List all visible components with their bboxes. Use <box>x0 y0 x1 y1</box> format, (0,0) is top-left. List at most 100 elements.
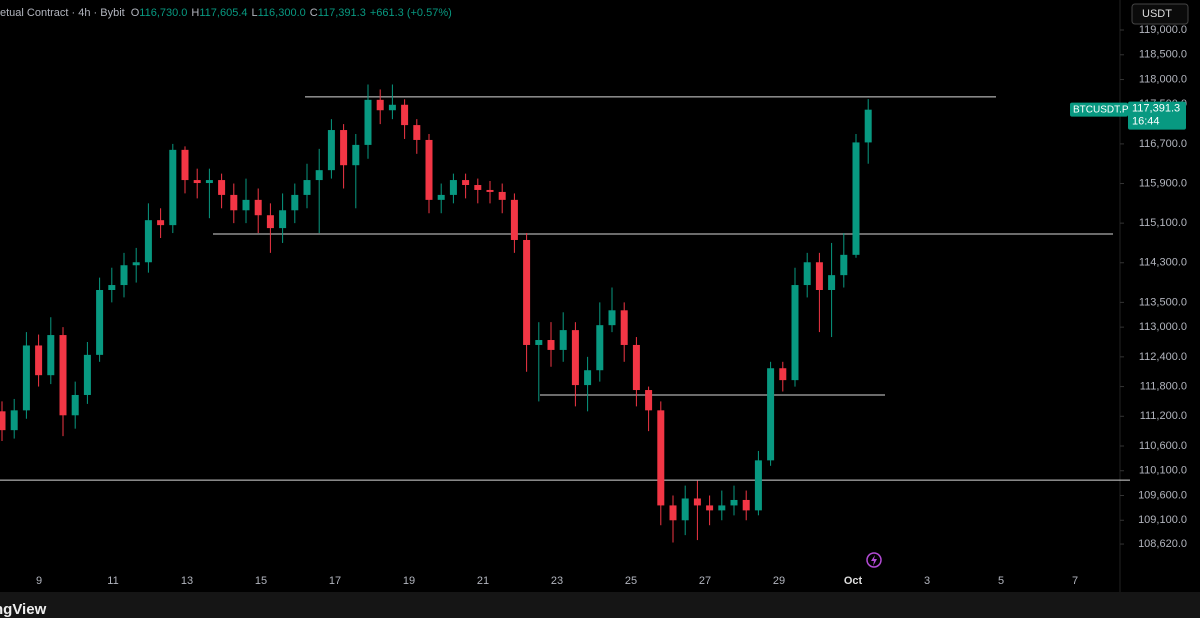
candle-body <box>486 189 494 192</box>
x-tick-label: 11 <box>107 575 118 587</box>
candle-body <box>608 310 616 326</box>
candle-body <box>462 180 470 186</box>
candle-body <box>71 394 79 416</box>
x-tick-label: 5 <box>998 575 1004 587</box>
ohlc-key: H <box>191 7 199 19</box>
candle-body <box>767 368 775 461</box>
x-tick-label: 7 <box>1072 575 1078 587</box>
y-tick-label: 116,700.0 <box>1139 138 1187 150</box>
x-tick-label: 25 <box>625 575 637 587</box>
candle-body <box>303 180 311 195</box>
candle-body <box>169 149 177 226</box>
ohlc-value: 116,730.0 <box>139 7 187 19</box>
x-tick-label: 9 <box>36 575 42 587</box>
x-tick-label: 19 <box>403 575 415 587</box>
candle-body <box>498 191 506 200</box>
candle-body <box>181 149 189 181</box>
symbol-tag-label: BTCUSDT.P <box>1073 104 1129 115</box>
candle-body <box>803 262 811 286</box>
candle-body <box>401 104 409 126</box>
candle-body <box>59 335 67 416</box>
candle-body <box>83 354 91 395</box>
event-icon-bolt <box>871 555 877 566</box>
currency-button[interactable] <box>1131 3 1189 25</box>
candle-body <box>315 170 323 181</box>
candle-body <box>840 254 848 276</box>
candle-body <box>425 139 433 200</box>
brand: ngView <box>0 601 47 618</box>
y-tick-label: 119,000.0 <box>1139 24 1187 36</box>
y-tick-label: 108,620.0 <box>1138 538 1187 550</box>
x-tick-label: 27 <box>699 575 711 587</box>
candle-body <box>35 345 43 376</box>
ohlc-key: O <box>131 7 140 19</box>
y-tick-label: 109,600.0 <box>1138 489 1187 501</box>
candle-body <box>510 199 518 240</box>
candle-body <box>254 199 262 216</box>
candle-body <box>364 99 372 145</box>
candle-body <box>279 210 287 229</box>
candle-body <box>413 125 421 140</box>
candle-body <box>523 239 531 345</box>
candle-body <box>340 130 348 166</box>
symbol-name: etual Contract · 4h · Bybit <box>0 7 125 19</box>
y-tick-label: 118,000.0 <box>1139 73 1187 85</box>
currency-label[interactable]: USDT <box>1142 8 1172 20</box>
y-tick-label: 115,900.0 <box>1139 177 1187 189</box>
y-tick-label: 118,500.0 <box>1139 49 1187 61</box>
ohlc-value: 116,300.0 <box>258 7 306 19</box>
candle-body <box>547 340 555 350</box>
candle-body <box>791 285 799 381</box>
footer-bar <box>0 592 1200 618</box>
candle-body <box>730 499 738 506</box>
header: etual Contract · 4h · Bybit O116,730.0 H 11… <box>0 7 452 19</box>
candle-body <box>0 411 6 431</box>
y-tick-label: 111,200.0 <box>1140 410 1187 422</box>
x-tick-label: 23 <box>551 575 563 587</box>
candle-body <box>266 215 274 229</box>
candle-body <box>157 220 165 226</box>
candle-body <box>144 220 152 263</box>
candle-body <box>10 410 18 431</box>
candle-body <box>388 104 396 111</box>
x-tick-label: Oct <box>844 575 863 587</box>
x-tick-label: 15 <box>255 575 267 587</box>
change: +661.3 (+0.57%) <box>370 7 452 19</box>
candle-body <box>632 344 640 391</box>
candle-body <box>22 345 30 411</box>
y-tick-label: 110,600.0 <box>1139 440 1187 452</box>
candle-body <box>864 109 872 143</box>
candle-body <box>815 262 823 290</box>
candle-body <box>449 180 457 195</box>
candle-body <box>218 180 226 195</box>
candle-body <box>120 265 128 286</box>
ohlc-key: C <box>310 7 318 19</box>
candle-body <box>571 330 579 386</box>
candle-body <box>754 460 762 511</box>
candle-body <box>669 505 677 521</box>
event-icon[interactable] <box>866 552 882 568</box>
candle-body <box>437 194 445 200</box>
candle-body <box>706 505 714 511</box>
candle-body <box>96 289 104 355</box>
countdown-label: 16:44 <box>1132 116 1160 128</box>
candle-body <box>474 185 482 190</box>
x-tick-label: 29 <box>773 575 785 587</box>
candle-body <box>596 325 604 371</box>
candle-body <box>828 275 836 290</box>
candle-body <box>108 285 116 290</box>
y-tick-label: 115,100.0 <box>1139 217 1187 229</box>
y-tick-label: 114,300.0 <box>1139 257 1187 269</box>
candle-body <box>718 505 726 511</box>
y-tick-label: 113,500.0 <box>1139 296 1187 308</box>
candle-body <box>742 499 750 511</box>
y-tick-label: 112,400.0 <box>1139 351 1187 363</box>
candle-body <box>693 498 701 506</box>
y-tick-label: 113,000.0 <box>1139 321 1187 333</box>
candle-body <box>242 199 250 211</box>
y-tick-label: 110,100.0 <box>1139 465 1187 477</box>
candle-body <box>193 180 201 184</box>
ohlc-key: L <box>252 7 258 19</box>
candle-body <box>584 370 592 386</box>
